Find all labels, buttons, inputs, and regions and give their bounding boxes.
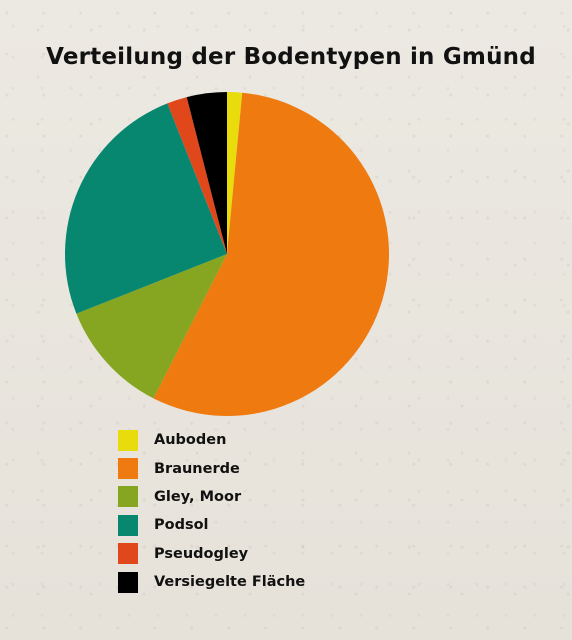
legend-swatch — [118, 514, 138, 536]
pie-slice-podsol — [65, 103, 227, 314]
legend-label: Versiegelte Fläche — [154, 574, 306, 591]
legend-item: Pseudogley — [118, 540, 305, 568]
legend-swatch — [118, 429, 138, 451]
legend-label: Pseudogley — [154, 545, 249, 562]
pie-slice-braunerde — [153, 92, 390, 417]
legend: Auboden Braunerde Gley, Moor Podsol Pseudogl… — [118, 426, 305, 596]
pie-slice-pseudogley — [167, 97, 227, 254]
legend-item: Gley, Moor — [118, 483, 305, 511]
pie-slice-auboden — [227, 92, 243, 254]
legend-label: Gley, Moor — [154, 488, 242, 505]
legend-label: Auboden — [154, 432, 227, 449]
legend-item: Podsol — [118, 511, 305, 539]
legend-label: Podsol — [154, 517, 209, 534]
pie-slice-versiegelte-fläche — [186, 92, 227, 254]
legend-swatch — [118, 458, 138, 480]
legend-item: Versiegelte Fläche — [118, 568, 305, 596]
pie-slice-gley-moor — [76, 254, 227, 399]
legend-item: Braunerde — [118, 454, 305, 482]
legend-swatch — [118, 543, 138, 565]
legend-swatch — [118, 571, 138, 593]
legend-label: Braunerde — [154, 460, 240, 477]
legend-swatch — [118, 486, 138, 508]
chart-title: Verteilung der Bodentypen in Gmünd — [46, 44, 536, 70]
legend-item: Auboden — [118, 426, 305, 454]
